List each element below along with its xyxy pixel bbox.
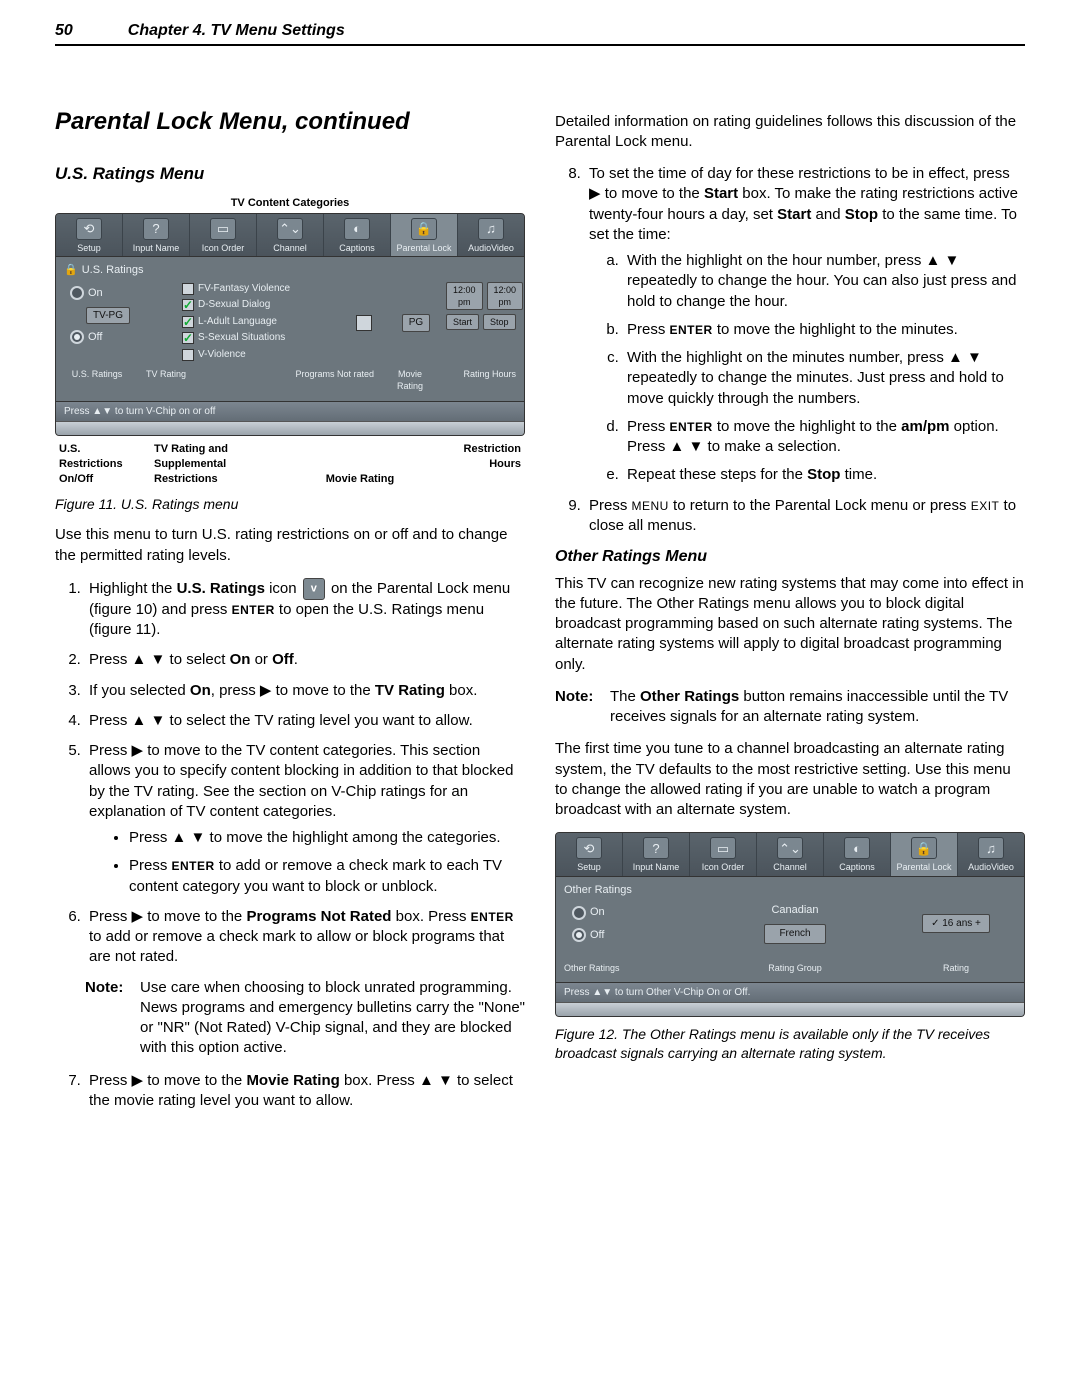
fig12-panel-title: Other Ratings	[564, 883, 1016, 898]
fig11-movie-pill: PG	[402, 314, 430, 332]
right-top-para: Detailed information on rating guideline…	[555, 112, 1025, 153]
other-note: Note: The Other Ratings button remains i…	[555, 687, 1025, 728]
tab-channel: ⌃⌄Channel	[757, 833, 824, 875]
tab-icon-order: ▭Icon Order	[190, 214, 257, 256]
step-4: Press ▲ ▼ to select the TV rating level …	[85, 711, 525, 731]
fig11-stop-time: 12:00 pm	[487, 282, 524, 310]
tab-audiovideo: ♫AudioVideo	[458, 214, 524, 256]
tab-input-name: ?Input Name	[123, 214, 190, 256]
fig12-tabs: ⟲Setup ?Input Name ▭Icon Order ⌃⌄Channel…	[556, 833, 1024, 876]
step-8e: Repeat these steps for the Stop time.	[623, 465, 1025, 485]
figure-11-screenshot: ⟲Setup ?Input Name ▭Icon Order ⌃⌄Channel…	[55, 213, 525, 436]
step-8: To set the time of day for these restric…	[585, 164, 1025, 486]
fig11-on-radio: On	[70, 286, 174, 301]
fig11-tabs: ⟲Setup ?Input Name ▭Icon Order ⌃⌄Channel…	[56, 214, 524, 257]
fig11-tv-rating-pill: TV-PG	[86, 307, 130, 325]
fig12-caption: Figure 12. The Other Ratings menu is ava…	[555, 1025, 1025, 1063]
other-p1: This TV can recognize new rating systems…	[555, 574, 1025, 675]
tab-audiovideo: ♫AudioVideo	[958, 833, 1024, 875]
tab-captions: ◐Captions	[324, 214, 391, 256]
cat-fv: FV-Fantasy Violence	[182, 282, 338, 296]
fig11-start-label: Start	[446, 314, 479, 330]
fig11-not-rated-chk	[356, 315, 372, 331]
fig12-group1: Canadian	[714, 903, 876, 918]
step-8d: Press ENTER to move the highlight to the…	[623, 417, 1025, 458]
fig11-caption: Figure 11. U.S. Ratings menu	[55, 495, 525, 514]
step-9: Press MENU to return to the Parental Loc…	[585, 496, 1025, 537]
cat-v: V-Violence	[182, 348, 338, 362]
steps-list: Highlight the U.S. Ratings icon on the P…	[55, 578, 525, 968]
fig12-on-radio: On	[572, 905, 694, 920]
callout-tv-content: TV Content Categories	[55, 196, 525, 211]
fig11-footer-labels: U.S. Ratings TV Rating Programs Not rate…	[64, 368, 516, 392]
fig11-under-callouts: U.S. Restrictions On/Off TV Rating and S…	[55, 442, 525, 487]
tab-parental-lock: 🔒Parental Lock	[891, 833, 958, 875]
step-2: Press ▲ ▼ to select On or Off.	[85, 650, 525, 670]
us-ratings-heading: U.S. Ratings Menu	[55, 163, 525, 186]
chapter-title: Chapter 4. TV Menu Settings	[128, 20, 345, 42]
fig12-off-radio: Off	[572, 928, 694, 943]
fig11-panel-title: 🔒 U.S. Ratings	[64, 263, 516, 278]
cat-l: L-Adult Language	[182, 315, 338, 329]
tab-setup: ⟲Setup	[56, 214, 123, 256]
figure-12-screenshot: ⟲Setup ?Input Name ▭Icon Order ⌃⌄Channel…	[555, 832, 1025, 1017]
step-6: Press ▶ to move to the Programs Not Rate…	[85, 907, 525, 968]
fig11-stop-label: Stop	[483, 314, 516, 330]
fig12-hint: Press ▲▼ to turn Other V-Chip On or Off.	[556, 982, 1024, 1003]
steps-8-9: To set the time of day for these restric…	[555, 164, 1025, 536]
step-8c: With the highlight on the minutes number…	[623, 348, 1025, 409]
tab-icon-order: ▭Icon Order	[690, 833, 757, 875]
step-3: If you selected On, press ▶ to move to t…	[85, 681, 525, 701]
step-7: Press ▶ to move to the Movie Rating box.…	[85, 1071, 525, 1112]
other-p2: The first time you tune to a channel bro…	[555, 739, 1025, 820]
fig12-group2: French	[764, 924, 825, 944]
tab-setup: ⟲Setup	[556, 833, 623, 875]
right-column: Detailed information on rating guideline…	[555, 106, 1025, 1122]
tab-channel: ⌃⌄Channel	[257, 214, 324, 256]
step-5: Press ▶ to move to the TV content catego…	[85, 741, 525, 897]
page-number: 50	[55, 20, 73, 42]
page-header: 50 Chapter 4. TV Menu Settings	[55, 20, 1025, 46]
tab-parental-lock: 🔒Parental Lock	[391, 214, 458, 256]
note-1: Note: Use care when choosing to block un…	[55, 978, 525, 1059]
cat-d: D-Sexual Dialog	[182, 298, 338, 312]
step-5-bullet-2: Press ENTER to add or remove a check mar…	[129, 856, 525, 897]
steps-list-cont: Press ▶ to move to the Movie Rating box.…	[55, 1071, 525, 1112]
fig11-off-radio: Off	[70, 330, 174, 345]
fig12-footer: Other Ratings Rating Group Rating	[564, 962, 1016, 974]
tab-input-name: ?Input Name	[623, 833, 690, 875]
cat-s: S-Sexual Situations	[182, 331, 338, 345]
tab-captions: ◐Captions	[824, 833, 891, 875]
us-ratings-icon	[303, 578, 325, 600]
section-title: Parental Lock Menu, continued	[55, 106, 525, 138]
other-ratings-heading: Other Ratings Menu	[555, 546, 1025, 568]
step-8a: With the highlight on the hour number, p…	[623, 251, 1025, 312]
step-1: Highlight the U.S. Ratings icon on the P…	[85, 578, 525, 641]
intro-para: Use this menu to turn U.S. rating restri…	[55, 525, 525, 566]
step-5-bullet-1: Press ▲ ▼ to move the highlight among th…	[129, 828, 525, 848]
fig11-start-time: 12:00 pm	[446, 282, 483, 310]
fig11-hint: Press ▲▼ to turn V-Chip on or off	[56, 401, 524, 422]
fig12-rating-val: ✓ 16 ans +	[922, 914, 990, 934]
step-8b: Press ENTER to move the highlight to the…	[623, 320, 1025, 340]
left-column: Parental Lock Menu, continued U.S. Ratin…	[55, 106, 525, 1122]
